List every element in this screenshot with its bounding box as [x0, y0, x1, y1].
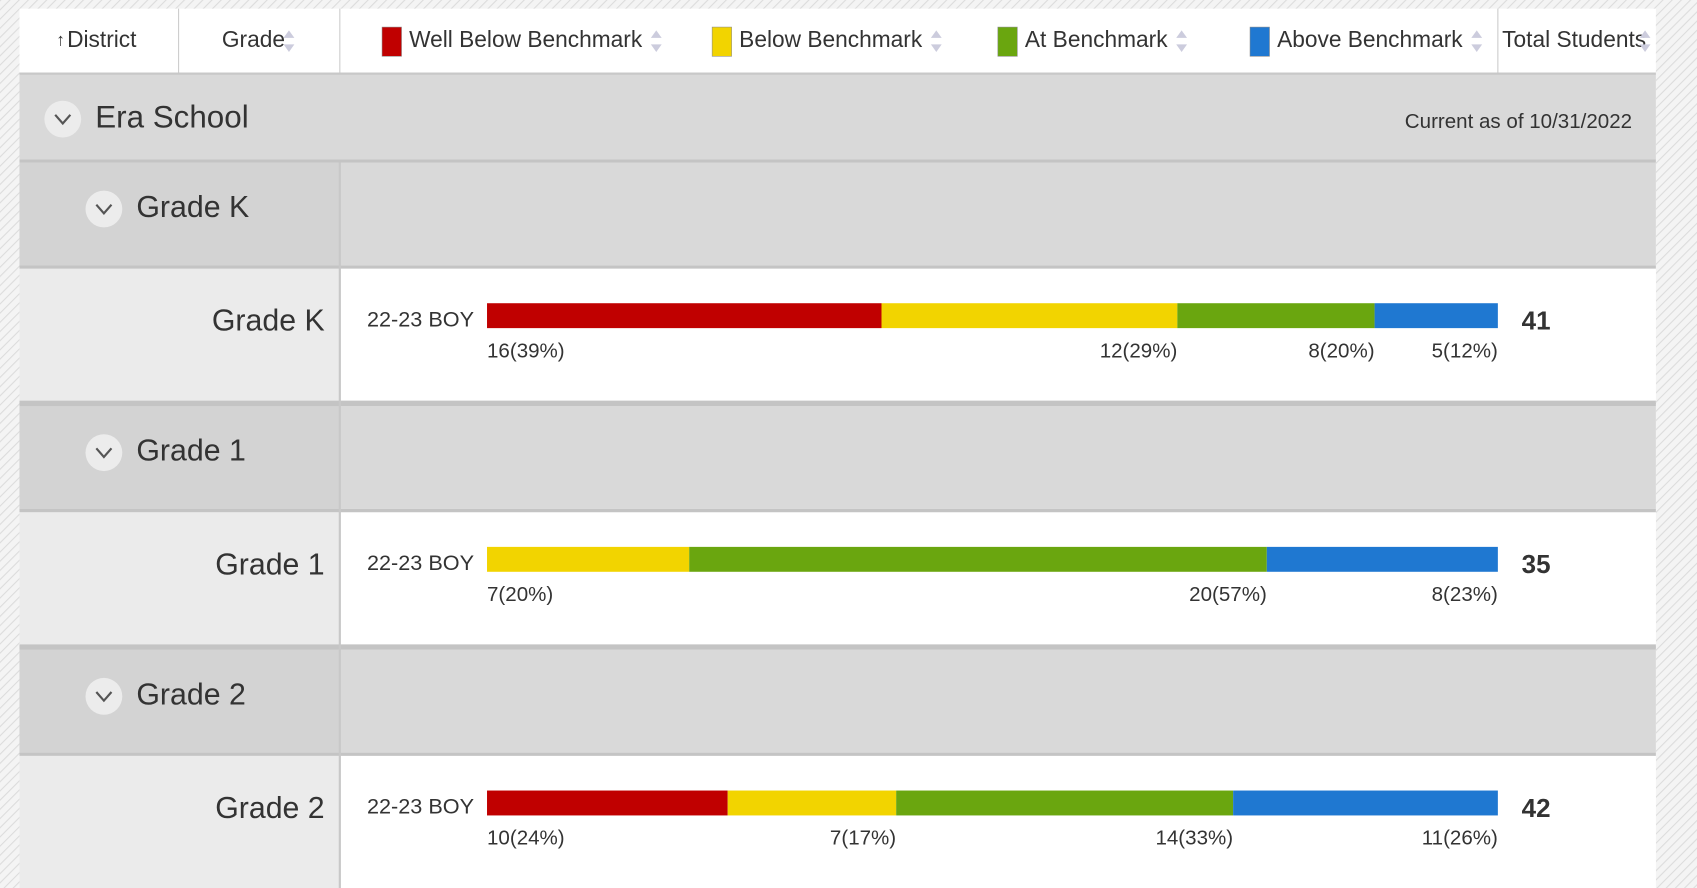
segment-label: 11(26%) — [1422, 827, 1498, 850]
legend-swatch — [997, 26, 1018, 57]
period: 22-23 BOY — [367, 550, 474, 575]
group-label: Grade 1 — [136, 435, 245, 468]
legend-label[interactable]: At Benchmark — [1025, 26, 1168, 52]
total[interactable]: 35 — [1522, 549, 1551, 579]
school-name: Era School — [95, 99, 248, 134]
segment-label: 20(57%) — [1189, 583, 1267, 606]
period: 22-23 BOY — [367, 306, 474, 331]
segment-label: 7(17%) — [830, 827, 896, 850]
grade-header[interactable]: Grade — [222, 26, 285, 52]
school-row — [19, 73, 1656, 160]
group-cell — [19, 406, 340, 509]
legend-swatch — [1249, 26, 1270, 57]
total-header[interactable]: Total Students — [1502, 26, 1646, 52]
row-cell — [19, 512, 340, 645]
legend-label[interactable]: Well Below Benchmark — [409, 26, 643, 52]
segment-label: 14(33%) — [1155, 827, 1233, 850]
sort-icon[interactable] — [1471, 44, 1483, 52]
row-label: Grade 1 — [215, 548, 324, 581]
chevron — [95, 691, 113, 703]
bar-segment — [487, 546, 690, 572]
row-label: Grade K — [212, 305, 325, 338]
total[interactable]: 41 — [1522, 306, 1551, 336]
chevron — [54, 114, 72, 126]
chevron — [95, 447, 113, 459]
sort-icon[interactable] — [650, 30, 662, 38]
sort-icon[interactable]: ↑ — [56, 30, 65, 50]
row-cell — [19, 268, 340, 401]
sort-icon[interactable] — [1639, 30, 1651, 38]
row-label: Grade 2 — [215, 792, 324, 825]
sort-icon[interactable] — [283, 30, 295, 38]
sort-icon[interactable] — [930, 44, 942, 52]
bar-segment — [689, 546, 1267, 572]
segment-label: 16(39%) — [487, 339, 565, 362]
legend-swatch — [381, 26, 402, 57]
bar-segment — [1374, 303, 1498, 329]
segment-label: 8(20%) — [1308, 339, 1374, 362]
sort-icon[interactable] — [1639, 44, 1651, 52]
bar-segment — [1266, 546, 1498, 572]
sort-icon[interactable] — [1176, 44, 1188, 52]
bar-segment — [487, 790, 728, 816]
bar-segment — [1233, 790, 1498, 816]
segment-label: 12(29%) — [1100, 339, 1178, 362]
segment-label: 10(24%) — [487, 827, 565, 850]
sort-icon[interactable] — [1176, 30, 1188, 38]
toggle[interactable] — [44, 100, 82, 138]
district-header[interactable]: District — [67, 26, 137, 52]
bar-segment — [727, 790, 897, 816]
row-cell — [19, 755, 340, 888]
legend-label[interactable]: Above Benchmark — [1277, 26, 1463, 52]
group-cell — [19, 649, 340, 753]
bar-segment — [487, 303, 882, 329]
bar-segment — [881, 303, 1178, 329]
sort-icon[interactable] — [1471, 30, 1483, 38]
legend-label[interactable]: Below Benchmark — [739, 26, 923, 52]
toggle[interactable] — [85, 677, 123, 715]
bar-segment — [1177, 303, 1375, 329]
school-note: Current as of 10/31/2022 — [1405, 110, 1632, 133]
sort-icon[interactable] — [650, 44, 662, 52]
segment-label: 8(23%) — [1432, 583, 1498, 606]
sort-icon[interactable] — [283, 44, 295, 52]
group-label: Grade 2 — [136, 678, 245, 711]
toggle[interactable] — [85, 434, 123, 472]
sort-icon[interactable] — [930, 30, 942, 38]
bar-segment — [896, 790, 1234, 816]
group-cell — [19, 162, 340, 266]
chevron — [95, 203, 113, 215]
segment-label: 5(12%) — [1432, 339, 1498, 362]
total[interactable]: 42 — [1522, 793, 1551, 823]
segment-label: 7(20%) — [487, 583, 553, 606]
group-label: Grade K — [136, 191, 249, 224]
period: 22-23 BOY — [367, 794, 474, 819]
legend-swatch — [711, 26, 732, 57]
toggle[interactable] — [85, 190, 123, 228]
